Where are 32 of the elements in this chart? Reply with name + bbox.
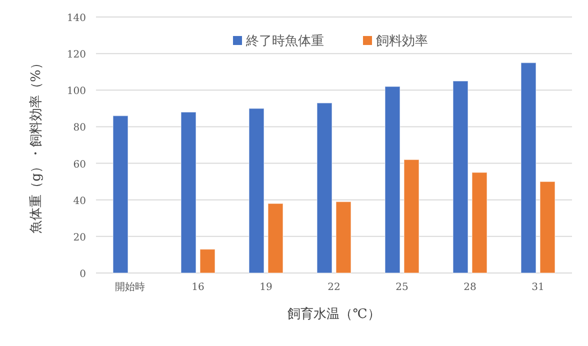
- y-axis-title: 魚体重（g）・飼料効率（%）: [28, 56, 44, 234]
- bar: [384, 86, 400, 274]
- y-tick-label: 80: [73, 122, 86, 134]
- bar: [540, 181, 556, 274]
- x-tick-label: 16: [192, 282, 204, 293]
- x-tick-label: 19: [260, 282, 272, 293]
- bar: [112, 115, 128, 274]
- x-tick-label: 31: [532, 282, 544, 293]
- x-axis-title: 飼育水温（℃）: [288, 306, 380, 322]
- legend-label: 終了時魚体重: [245, 34, 324, 49]
- y-tick-label: 0: [80, 269, 86, 280]
- bar: [472, 172, 488, 274]
- bar: [200, 248, 216, 274]
- bar: [520, 62, 536, 274]
- bar: [268, 203, 284, 274]
- y-tick-label: 60: [73, 159, 86, 170]
- x-tick-label: 25: [396, 282, 408, 293]
- bar: [336, 201, 352, 274]
- y-tick-label: 20: [73, 232, 86, 244]
- y-tick-label: 100: [66, 86, 86, 98]
- bar: [316, 102, 332, 274]
- x-tick-label: 22: [328, 282, 340, 293]
- bar: [180, 112, 196, 274]
- bar: [248, 108, 264, 274]
- y-tick-label: 120: [66, 50, 86, 61]
- legend-label: 飼料効率: [376, 33, 428, 49]
- y-tick-label: 140: [66, 13, 86, 24]
- x-tick-label: 28: [464, 282, 476, 293]
- y-tick-label: 40: [73, 196, 86, 207]
- x-tick-label: 開始時: [115, 281, 145, 293]
- bar: [404, 159, 420, 274]
- bar: [452, 80, 468, 274]
